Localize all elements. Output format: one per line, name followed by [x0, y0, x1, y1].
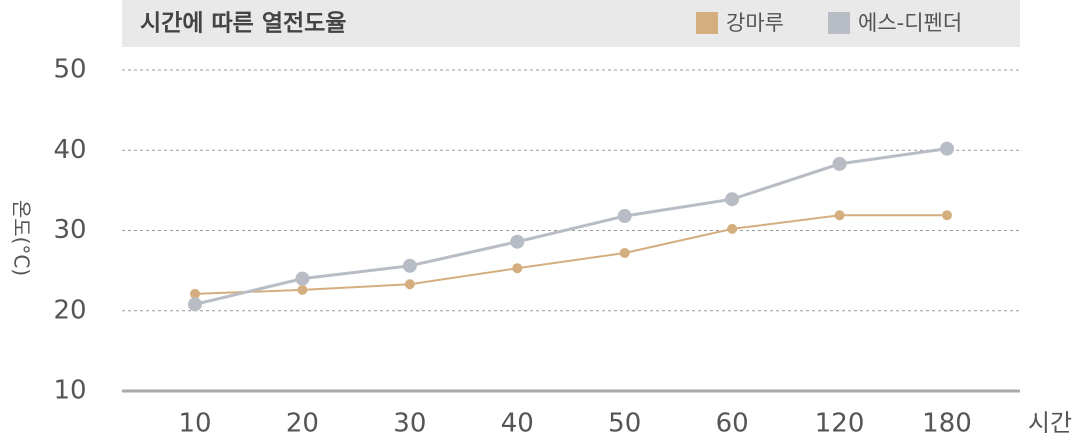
point: [512, 263, 523, 274]
x-tick-label: 120: [815, 409, 865, 439]
point: [295, 271, 310, 286]
point: [725, 192, 740, 207]
point: [834, 210, 845, 221]
legend-swatch: [828, 12, 850, 34]
x-tick-label: 20: [286, 409, 319, 439]
x-tick-label: 180: [922, 409, 972, 439]
point: [727, 223, 738, 234]
title-bar: [122, 0, 1020, 47]
point: [297, 284, 308, 295]
chart-title: 시간에 따른 열전도율: [140, 11, 346, 37]
point: [942, 210, 952, 221]
x-tick-label: 50: [608, 409, 641, 439]
legend-swatch: [696, 12, 718, 34]
x-tick-label: 40: [501, 409, 534, 439]
x-tick-label: 10: [178, 409, 211, 439]
y-tick-label: 20: [53, 295, 86, 325]
y-tick-label: 10: [53, 376, 86, 406]
point: [619, 247, 630, 258]
point: [188, 297, 202, 312]
legend-label: 강마루: [726, 11, 784, 35]
point: [404, 279, 415, 290]
series-line: [194, 147, 948, 306]
point: [402, 258, 417, 273]
point: [832, 156, 847, 171]
point: [510, 234, 525, 249]
point: [190, 288, 200, 299]
series-line: [194, 214, 947, 295]
x-axis-label: 시간: [1028, 409, 1072, 437]
y-axis-label: 온도(°C): [10, 200, 34, 276]
y-tick-label: 50: [53, 55, 86, 85]
point: [940, 141, 954, 156]
x-tick-label: 30: [393, 409, 426, 439]
x-tick-label: 60: [716, 409, 749, 439]
y-tick-label: 40: [53, 135, 86, 165]
legend-label: 에스-디펜더: [858, 11, 962, 35]
point: [617, 209, 632, 224]
y-tick-label: 30: [53, 215, 86, 245]
